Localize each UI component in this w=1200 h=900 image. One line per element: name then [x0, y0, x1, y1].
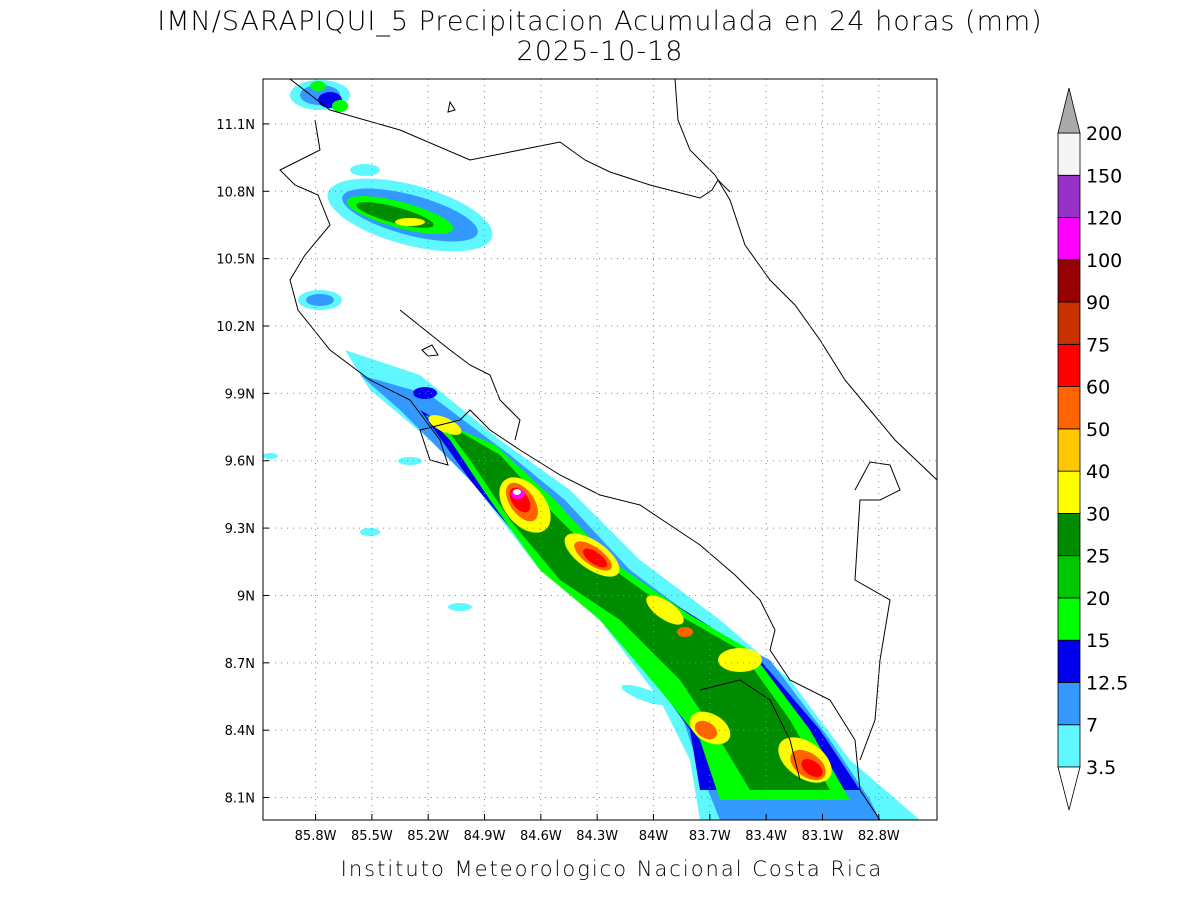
grid-layer: 85.8W 85.5W 85.2W 84.9W 84.6W 84.3W 84W 83.7W 83…: [216, 79, 937, 844]
colorbar-label: 20: [1086, 588, 1110, 610]
colorbar-label: 30: [1086, 503, 1110, 525]
x-tick-label: 85.5W: [351, 829, 393, 844]
colorbar-label: 75: [1086, 334, 1110, 356]
map-title: IMN/SARAPIQUI_5 Precipitacion Acumulada …: [157, 6, 1042, 37]
colorbar-label: 50: [1086, 419, 1110, 441]
map-frame: [262, 78, 938, 821]
colorbar-segment: [1057, 132, 1081, 176]
colorbar-label: 12.5: [1086, 672, 1128, 694]
x-tick-label: 83.4W: [745, 829, 787, 844]
colorbar-under-triangle: [1057, 766, 1081, 811]
footer: Instituto Meteorologico Nacional Costa R…: [341, 857, 884, 881]
colorbar-segment: [1057, 513, 1081, 557]
colorbar-label: 7: [1086, 715, 1098, 737]
y-tick-label: 9.6N: [225, 455, 255, 470]
coastline: [279, 79, 937, 820]
colorbar-segment: [1057, 724, 1081, 768]
precipitation-field: [263, 79, 937, 820]
colorbar-segment: [1057, 259, 1081, 303]
colorbar-label: 40: [1086, 461, 1110, 483]
colorbar-label: 25: [1086, 546, 1110, 568]
x-tick-label: 84.6W: [520, 829, 562, 844]
colorbar-label: 15: [1086, 630, 1110, 652]
x-tick-label: 82.8W: [858, 829, 900, 844]
y-tick-label: 8.1N: [225, 792, 255, 807]
x-tick-label: 83.7W: [689, 829, 731, 844]
colorbar-segment: [1057, 639, 1081, 683]
colorbar-label: 90: [1086, 292, 1110, 314]
map-subtitle: 2025-10-18: [517, 36, 684, 67]
y-tick-label: 11.1N: [216, 118, 255, 133]
colorbar-label: 200: [1086, 123, 1122, 145]
x-tick-label: 83.1W: [802, 829, 844, 844]
y-tick-label: 8.7N: [225, 657, 255, 672]
colorbar: 3.5 7 12.5 15 20 25 30 40 50 60 75 90 100 120 150 200: [1057, 87, 1128, 811]
x-tick-label: 84.9W: [464, 829, 506, 844]
x-tick-label: 84.3W: [576, 829, 618, 844]
colorbar-segment: [1057, 428, 1081, 472]
rain-magenta: [511, 489, 525, 499]
colorbar-segment: [1057, 301, 1081, 345]
colorbar-label: 60: [1086, 377, 1110, 399]
colorbar-segment: [1057, 217, 1081, 261]
rain-dark-green: [356, 202, 830, 790]
colorbar-label: 3.5: [1086, 757, 1116, 779]
x-tick-label: 85.8W: [295, 829, 337, 844]
colorbar-label: 120: [1086, 208, 1122, 230]
colorbar-segment: [1057, 555, 1081, 599]
colorbar-segment: [1057, 174, 1081, 218]
y-tick-label: 9.9N: [225, 387, 255, 402]
x-tick-label: 84W: [639, 829, 669, 844]
colorbar-segment: [1057, 386, 1081, 430]
colorbar-over-triangle: [1057, 87, 1081, 134]
y-tick-label: 8.4N: [225, 724, 255, 739]
y-tick-label: 10.5N: [216, 253, 255, 268]
colorbar-segment: [1057, 682, 1081, 726]
colorbar-segment: [1057, 470, 1081, 514]
colorbar-label: 150: [1086, 165, 1122, 187]
colorbar-segment: [1057, 597, 1081, 641]
y-tick-label: 9.3N: [225, 522, 255, 537]
y-tick-label: 10.8N: [216, 185, 255, 200]
x-tick-label: 85.2W: [407, 829, 449, 844]
y-tick-label: 10.2N: [216, 320, 255, 335]
y-tick-label: 9N: [237, 589, 255, 604]
colorbar-segment: [1057, 343, 1081, 388]
colorbar-label: 100: [1086, 250, 1122, 272]
